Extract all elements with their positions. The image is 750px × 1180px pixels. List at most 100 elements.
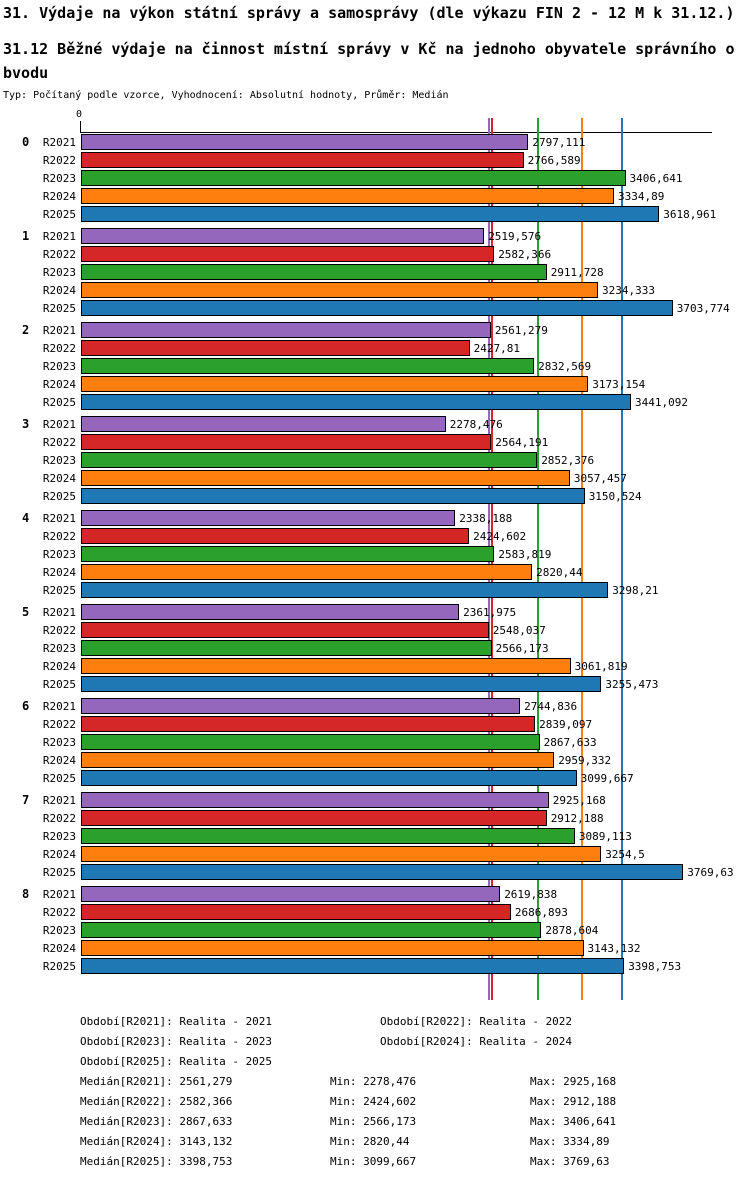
legend-stat-row: Medián[R2021]: 2561,279 Min: 2278,476 Max:… <box>80 1072 740 1092</box>
bar <box>81 904 511 920</box>
bar <box>81 810 547 826</box>
bar <box>81 698 521 714</box>
bar <box>81 152 524 168</box>
bar-row: R2021 2925,168 <box>5 792 734 808</box>
bar-value-label: 3143,132 <box>587 941 641 955</box>
bar-value-label: 3298,21 <box>612 583 659 597</box>
bar <box>81 358 535 374</box>
bar-row: R2023 2852,376 <box>5 452 734 468</box>
bar-row: R2024 2959,332 <box>5 752 734 768</box>
bar-row: R2025 3398,753 <box>5 958 734 974</box>
chart-meta-line: Typ: Počítaný podle vzorce, Vyhodnocení:… <box>3 90 449 101</box>
series-label: R2021 <box>42 605 76 619</box>
bar-row: R2023 3089,113 <box>5 828 734 844</box>
bar <box>81 846 602 862</box>
series-label: R2023 <box>42 171 76 185</box>
bar-value-label: 2797,111 <box>532 135 586 149</box>
bar-row: R2025 3099,667 <box>5 770 734 786</box>
bar-row: R2022 2839,097 <box>5 716 734 732</box>
bar-row: R2022 2548,037 <box>5 622 734 638</box>
bar-value-label: 2564,191 <box>495 435 549 449</box>
bar-value-label: 2278,476 <box>449 417 503 431</box>
bar-row: R2025 3703,774 <box>5 300 734 316</box>
bar <box>81 958 625 974</box>
median-line <box>536 118 539 1000</box>
series-label: R2024 <box>42 847 76 861</box>
bar-group: 7 R2021 2925,168 R2022 2912,188 R2023 3089,113… <box>5 792 734 880</box>
series-label: R2023 <box>42 641 76 655</box>
legend-stat-entry: Medián[R2022]: 2582,366 <box>80 1095 233 1108</box>
bar-row: R2023 2832,569 <box>5 358 734 374</box>
legend-stat-row: Medián[R2024]: 3143,132 Min: 2820,44 Max: … <box>80 1132 740 1152</box>
bar-value-label: 2911,728 <box>550 265 604 279</box>
legend-stat-entry: Min: 3099,667 <box>330 1155 417 1168</box>
legend-stat-entry: Medián[R2024]: 3143,132 <box>80 1135 233 1148</box>
bar-value-label: 3398,753 <box>628 959 682 973</box>
series-label: R2021 <box>42 229 76 243</box>
bar <box>81 792 549 808</box>
bar <box>81 752 555 768</box>
bar <box>81 564 533 580</box>
bar <box>81 716 536 732</box>
bar-value-label: 3254,5 <box>605 847 645 861</box>
group-label: 2 <box>22 323 30 337</box>
series-label: R2024 <box>42 565 76 579</box>
series-label: R2023 <box>42 265 76 279</box>
bar-value-label: 3057,457 <box>573 471 627 485</box>
legend-period-row: Období[R2021]: Realita - 2021 Období[R202… <box>80 1012 740 1032</box>
bar-row: R2025 3150,524 <box>5 488 734 504</box>
bar-value-label: 2878,604 <box>545 923 599 937</box>
bar <box>81 582 609 598</box>
bar <box>81 922 542 938</box>
bar <box>81 864 684 880</box>
series-label: R2023 <box>42 547 76 561</box>
bar <box>81 658 571 674</box>
bar-value-label: 2686,893 <box>514 905 568 919</box>
bar-row: R2024 3334,89 <box>5 188 734 204</box>
series-label: R2025 <box>42 301 76 315</box>
bar-value-label: 3334,89 <box>618 189 665 203</box>
bar-value-label: 2619,838 <box>504 887 558 901</box>
series-label: R2021 <box>42 699 76 713</box>
legend-period-entry: Období[R2024]: Realita - 2024 <box>380 1035 573 1048</box>
bar-value-label: 2852,376 <box>541 453 595 467</box>
bar <box>81 228 485 244</box>
legend-stat-entry: Max: 2925,168 <box>530 1075 617 1088</box>
bar-value-label: 3406,641 <box>629 171 683 185</box>
group-label: 4 <box>22 511 30 525</box>
bar-row: R2025 3441,092 <box>5 394 734 410</box>
x-axis-line <box>80 132 712 133</box>
bar-value-label: 3441,092 <box>635 395 688 409</box>
legend-stat-row: Medián[R2022]: 2582,366 Min: 2424,602 Max:… <box>80 1092 740 1112</box>
series-label: R2025 <box>42 959 76 973</box>
series-label: R2021 <box>42 887 76 901</box>
bar-row: R2021 2519,576 <box>5 228 734 244</box>
group-label: 3 <box>22 417 30 431</box>
bar-row: R2022 2912,188 <box>5 810 734 826</box>
bar-row: R2022 2564,191 <box>5 434 734 450</box>
bar-value-label: 2839,097 <box>539 717 593 731</box>
bar-group: 1 R2021 2519,576 R2022 2582,366 R2023 2911,728… <box>5 228 734 316</box>
bar-value-label: 2820,44 <box>536 565 583 579</box>
page-title: 31. Výdaje na výkon státní správy a samo… <box>3 4 735 22</box>
bar-row: R2025 3769,63 <box>5 864 734 880</box>
bar <box>81 246 495 262</box>
bar-value-label: 3099,667 <box>580 771 634 785</box>
bar-row: R2024 3173,154 <box>5 376 734 392</box>
bar-value-label: 2427,81 <box>473 341 520 355</box>
bar-value-label: 2566,173 <box>495 641 549 655</box>
series-label: R2025 <box>42 207 76 221</box>
series-label: R2023 <box>42 735 76 749</box>
x-axis-origin-label: 0 <box>76 109 83 120</box>
series-label: R2022 <box>42 717 76 731</box>
bar <box>81 394 631 410</box>
legend-stat-entry: Max: 2912,188 <box>530 1095 617 1108</box>
series-label: R2021 <box>42 417 76 431</box>
bar-row: R2024 2820,44 <box>5 564 734 580</box>
bar-value-label: 2338,188 <box>459 511 513 525</box>
bar-row: R2022 2424,602 <box>5 528 734 544</box>
bar-group: 3 R2021 2278,476 R2022 2564,191 R2023 2852,376… <box>5 416 734 504</box>
bar <box>81 340 470 356</box>
bar-value-label: 3173,154 <box>592 377 646 391</box>
series-label: R2024 <box>42 189 76 203</box>
